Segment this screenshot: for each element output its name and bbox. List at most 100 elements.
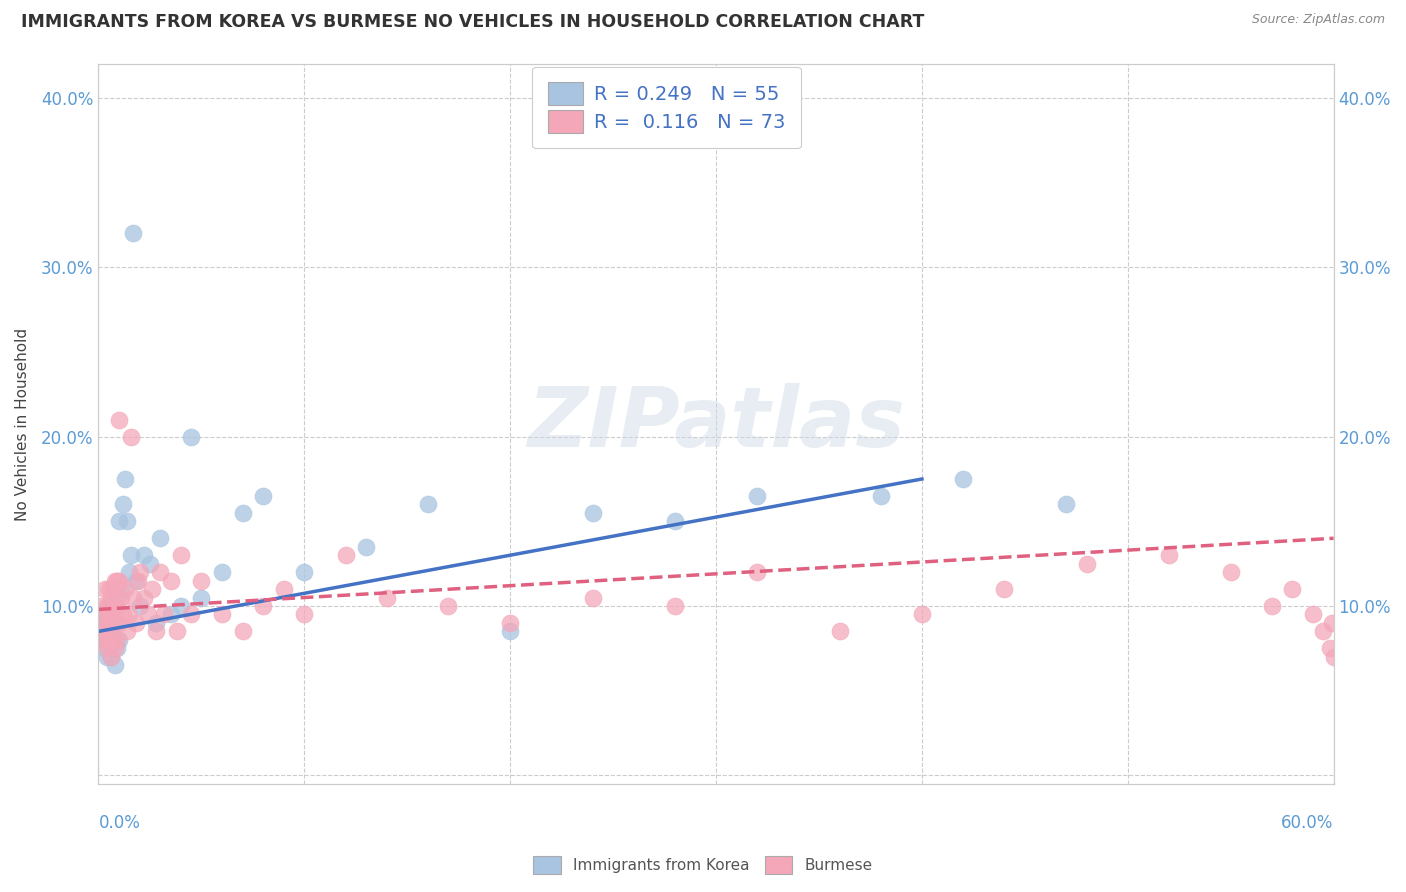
Point (581, 506, 603, 520)
Point (128, 599, 150, 613)
Point (104, 582, 127, 596)
Point (252, 489, 274, 503)
Point (110, 582, 132, 596)
Point (145, 624, 167, 639)
Point (437, 599, 460, 613)
Point (124, 615, 146, 630)
Point (132, 548, 155, 562)
Point (1219, 565, 1241, 579)
Point (211, 565, 233, 579)
Point (104, 615, 127, 630)
Text: 60.0%: 60.0% (1281, 814, 1334, 832)
Point (90, 607, 112, 622)
Point (101, 632, 124, 647)
Text: 0.0%: 0.0% (98, 814, 141, 832)
Point (110, 591, 132, 605)
Point (100, 649, 122, 664)
Point (104, 641, 127, 656)
Point (108, 514, 131, 528)
Point (105, 632, 128, 647)
Point (117, 514, 139, 528)
Point (180, 607, 202, 622)
Point (166, 624, 188, 639)
Point (93, 641, 115, 656)
Point (96, 632, 118, 647)
Point (375, 591, 398, 605)
Point (149, 531, 172, 545)
Point (112, 497, 135, 511)
Point (93, 607, 115, 622)
Point (124, 574, 146, 588)
Point (108, 615, 131, 630)
Point (747, 565, 769, 579)
Point (1323, 649, 1346, 664)
Point (97, 582, 120, 596)
Point (96, 615, 118, 630)
Point (122, 227, 145, 241)
Point (118, 607, 141, 622)
Point (136, 607, 159, 622)
Point (180, 430, 202, 444)
Point (747, 489, 769, 503)
Point (1157, 548, 1180, 562)
Point (581, 591, 603, 605)
Point (120, 548, 142, 562)
Point (159, 607, 181, 622)
Point (96, 649, 118, 664)
Point (120, 430, 142, 444)
Point (132, 591, 155, 605)
Point (108, 413, 131, 427)
Point (1054, 497, 1077, 511)
Point (114, 472, 136, 486)
Point (100, 607, 122, 622)
Point (1319, 641, 1341, 656)
Point (127, 574, 149, 588)
Point (117, 624, 139, 639)
Legend: Immigrants from Korea, Burmese: Immigrants from Korea, Burmese (527, 850, 879, 880)
Y-axis label: No Vehicles in Household: No Vehicles in Household (15, 327, 30, 521)
Point (1261, 599, 1284, 613)
Point (1281, 582, 1303, 596)
Point (118, 565, 141, 579)
Point (97, 615, 120, 630)
Text: Source: ZipAtlas.com: Source: ZipAtlas.com (1251, 13, 1385, 27)
Point (252, 599, 274, 613)
Point (145, 615, 167, 630)
Point (105, 599, 128, 613)
Point (499, 615, 522, 630)
Point (273, 582, 295, 596)
Point (993, 582, 1015, 596)
Point (664, 599, 686, 613)
Point (159, 574, 181, 588)
Point (90, 624, 112, 639)
Point (105, 574, 128, 588)
Legend: R = 0.249   N = 55, R =  0.116   N = 73: R = 0.249 N = 55, R = 0.116 N = 73 (531, 67, 801, 148)
Point (1312, 624, 1334, 639)
Point (100, 624, 122, 639)
Point (828, 624, 851, 639)
Point (104, 658, 127, 673)
Point (108, 632, 131, 647)
Point (91, 615, 114, 630)
Point (97, 599, 120, 613)
Point (105, 591, 128, 605)
Point (90, 624, 112, 639)
Point (90, 599, 112, 613)
Point (869, 489, 891, 503)
Point (91, 607, 114, 622)
Point (97, 632, 120, 647)
Point (101, 632, 124, 647)
Point (354, 540, 377, 554)
Point (292, 565, 315, 579)
Point (105, 641, 128, 656)
Point (664, 514, 686, 528)
Point (104, 574, 127, 588)
Point (149, 565, 172, 579)
Text: ZIPatlas: ZIPatlas (527, 384, 905, 465)
Point (292, 607, 315, 622)
Point (93, 624, 115, 639)
Point (153, 607, 176, 622)
Point (91, 632, 114, 647)
Point (190, 574, 212, 588)
Point (170, 548, 193, 562)
